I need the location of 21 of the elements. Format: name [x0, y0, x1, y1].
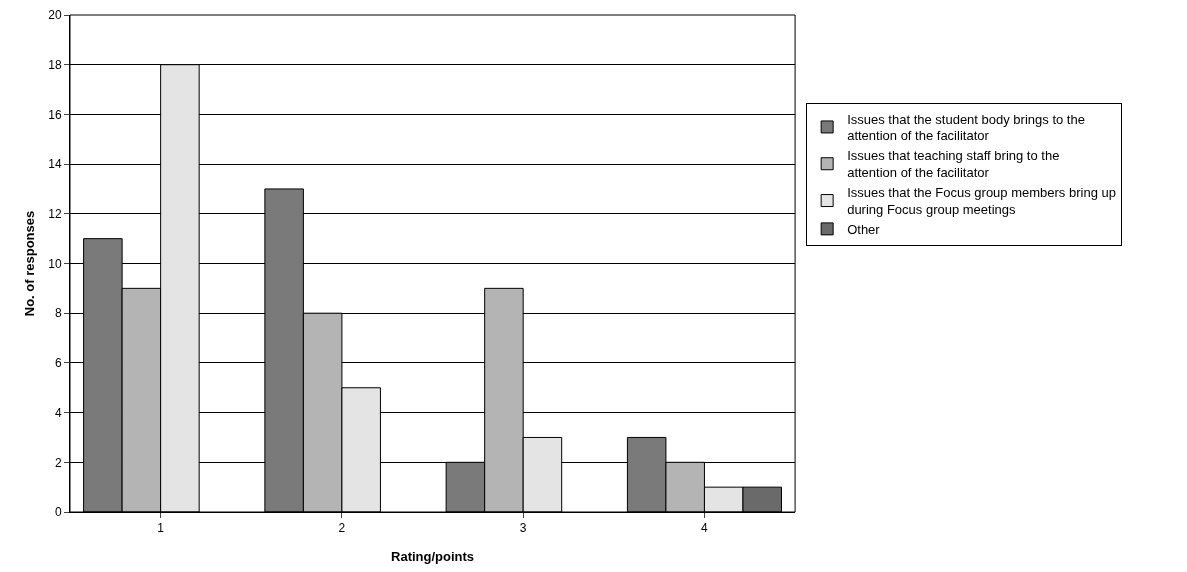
y-tick-label: 20: [48, 8, 62, 23]
y-tick-label: 6: [54, 356, 62, 371]
y-tick-label: 18: [48, 57, 62, 72]
legend-label: Issues that teaching staff bring to the attention of the facilitator: [847, 148, 1060, 181]
y-tick-label: 10: [48, 256, 62, 271]
y-tick-label: 14: [48, 157, 62, 172]
x-tick-label: 4: [701, 521, 709, 536]
y-axis-title: No. of responses: [22, 210, 37, 317]
x-tick-label: 2: [338, 521, 346, 536]
x-tick-label: 3: [519, 521, 527, 536]
x-axis-title: Rating/points: [391, 549, 475, 564]
y-tick-label: 0: [54, 505, 62, 520]
x-tick-label: 1: [157, 521, 165, 536]
y-tick-label: 2: [54, 455, 62, 470]
y-tick-label: 16: [48, 107, 62, 122]
y-tick-label: 8: [54, 306, 62, 321]
legend-label: Issues that the student body brings to the attention of the facilitator: [847, 111, 1085, 144]
legend-label: Other: [847, 221, 881, 237]
y-tick-label: 12: [48, 207, 62, 221]
y-tick-label: 4: [54, 405, 62, 420]
legend-label: Issues that the Focus group members bring up during Focus group meetings: [847, 185, 1116, 218]
